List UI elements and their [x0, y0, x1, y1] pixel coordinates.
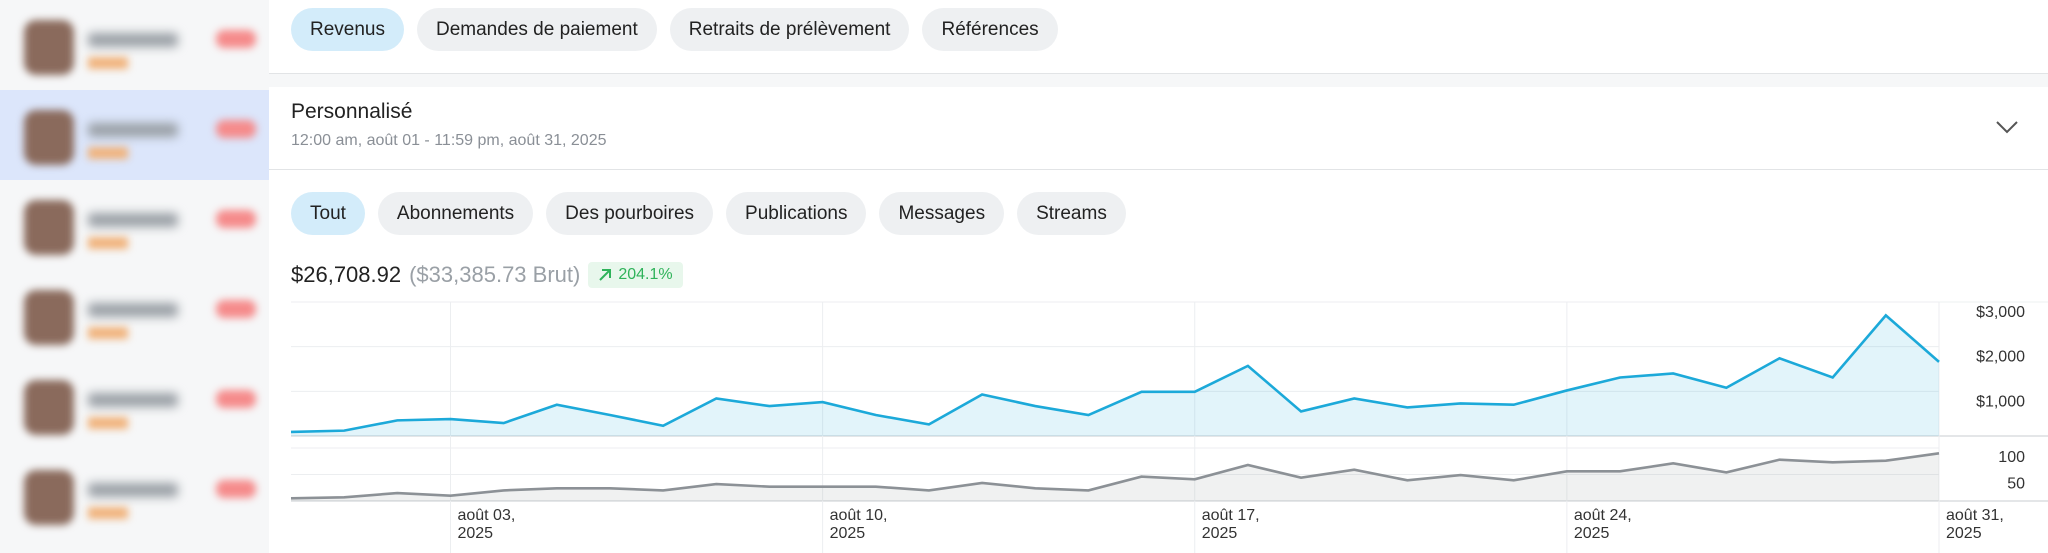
blurred-bd [216, 480, 256, 498]
blurred-pr [88, 57, 128, 69]
gross: ($33,385.73 Brut) [409, 262, 581, 287]
blurred-bd [216, 30, 256, 48]
sidebar [0, 0, 269, 553]
filter-chip[interactable]: Tout [291, 192, 365, 235]
blurred-pr [88, 147, 128, 159]
area [291, 315, 1939, 436]
conversation-row[interactable] [0, 180, 269, 270]
x-tick-label: août 03, 2025 [457, 507, 516, 542]
blurred-nm [88, 123, 178, 137]
x-tick-label: août 24, 2025 [1573, 507, 1632, 542]
conversation-row[interactable] [0, 450, 269, 540]
blurred-nm [88, 213, 178, 227]
period-range: 12:00 am, août 01 - 11:59 pm, août 31, 2… [291, 132, 607, 149]
blurred-bd [216, 390, 256, 408]
filter-chip[interactable]: Messages [879, 192, 1005, 235]
x-tick-label: août 17, 2025 [1201, 507, 1260, 542]
tab[interactable]: Retraits de prélèvement [669, 8, 910, 51]
blurred-pr [88, 237, 128, 249]
conversation-row[interactable] [0, 360, 269, 450]
line [290, 452, 1940, 500]
blurred-av [24, 380, 74, 435]
change: 204.1% [618, 266, 673, 283]
chevron[interactable] [1994, 118, 2020, 136]
tab[interactable]: Revenus [291, 8, 404, 51]
conversation-row[interactable] [0, 90, 269, 180]
blurred-bd [216, 210, 256, 228]
blurred-bd [216, 300, 256, 318]
blurred-av [24, 110, 74, 165]
area [291, 453, 1939, 501]
filter-chip[interactable]: Abonnements [377, 192, 534, 235]
y-tick-label: 100 [1998, 449, 2025, 466]
filter-chip[interactable]: Streams [1017, 192, 1126, 235]
separator [269, 73, 2048, 87]
summary: $26,708.92 ($33,385.73 Brut) 204.1% [291, 262, 683, 288]
tab[interactable]: Références [922, 8, 1058, 51]
x-tick-label: août 31, 2025 [1946, 507, 2004, 542]
arrow-icon [599, 269, 612, 281]
blurred-pr [88, 507, 128, 519]
conversation-row[interactable] [0, 270, 269, 360]
tab[interactable]: Demandes de paiement [417, 8, 657, 51]
filters: Tout Abonnements Des pourboires Publication… [291, 192, 1126, 235]
blurred-av [24, 200, 74, 255]
y-tick-label: 50 [2007, 476, 2025, 493]
blurred-av [24, 20, 74, 75]
change-badge: 204.1% [588, 262, 683, 288]
y-tick-label: $2,000 [1976, 349, 2025, 366]
blurred-nm [88, 303, 178, 317]
filter-chip[interactable]: Des pourboires [546, 192, 714, 235]
blurred-nm [88, 393, 178, 407]
tabs: Revenus Demandes de paiement Retraits de p… [291, 8, 1058, 51]
blurred-pr [88, 417, 128, 429]
blurred-nm [88, 33, 178, 47]
line [290, 313, 1940, 434]
y-tick-label: $3,000 [1976, 304, 2025, 321]
blurred-av [24, 470, 74, 525]
blurred-pr [88, 327, 128, 339]
blurred-av [24, 290, 74, 345]
conversation-row[interactable] [0, 0, 269, 90]
blurred-nm [88, 483, 178, 497]
filter-chip[interactable]: Publications [726, 192, 867, 235]
blurred-bd [216, 120, 256, 138]
x-tick-label: août 10, 2025 [829, 507, 888, 542]
net: $26,708.92 [291, 262, 402, 287]
period-title[interactable]: Personnalisé [291, 100, 413, 123]
y-tick-label: $1,000 [1976, 393, 2025, 410]
separator [269, 169, 2048, 170]
